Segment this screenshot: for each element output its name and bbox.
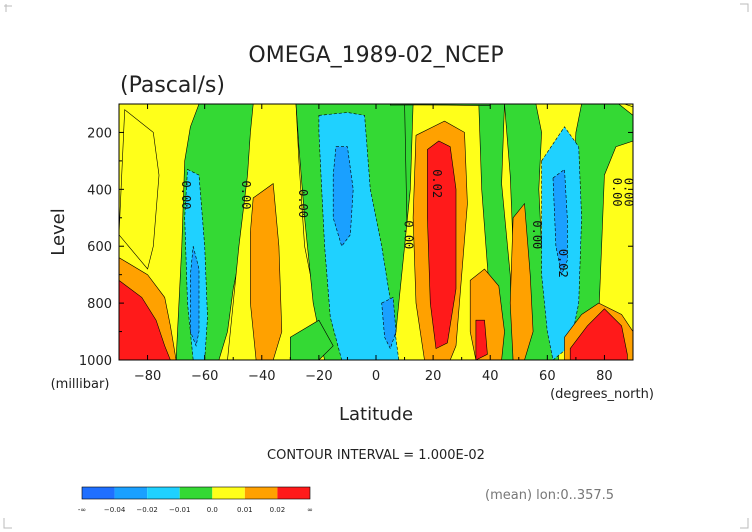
averaging-note: (mean) lon:0..357.5 [485,488,614,503]
x-tick-label: −60 [191,369,218,384]
colorbar-swatch [277,487,310,499]
x-axis: −80 −60 −40 −20 0 20 40 60 80 [118,104,634,384]
corner-mark [740,3,749,12]
x-tick-label: 20 [425,369,442,384]
y-axis-title: Level [48,208,69,256]
colorbar-label: −0.01 [169,506,190,514]
contour-region [427,140,457,350]
y-axis-units: (millibar) [51,377,110,392]
colorbar-label: 0.01 [237,506,253,514]
contour-region [250,183,283,360]
plot-area [119,104,633,360]
x-tick-label: 60 [539,369,556,384]
contour-region [569,308,628,360]
x-tick-label: 80 [596,369,613,384]
y-tick-label: 1000 [79,354,112,369]
corner-mark [4,4,12,12]
colorbar-border [81,486,311,500]
corner-mark [740,518,749,529]
colorbar-swatch [82,487,115,499]
contour-label: 0.00 [239,181,253,210]
colorbar-labels: -∞ −0.04 −0.02 −0.01 0.0 0.01 0.02 ∞ [78,506,313,514]
corner-mark [3,518,12,529]
colorbar-swatch [179,487,213,499]
y-axis: 200 400 600 800 1000 [79,103,633,369]
contour-region [289,319,334,360]
colorbar-label: -∞ [78,506,86,514]
contour-region [332,146,354,247]
colorbar-swatch [212,487,245,499]
colorbar-swatch [147,487,180,499]
colorbar-swatch [114,487,148,499]
contour-label: 0.02 [430,169,444,198]
x-axis-units: (degrees_north) [550,387,654,402]
colorbar-swatch [244,487,278,499]
contour-region [190,246,200,347]
x-tick-label: 0 [372,369,380,384]
contour-region [509,202,534,360]
x-tick-label: −80 [134,369,161,384]
x-tick-label: −40 [248,369,275,384]
y-tick-label: 600 [87,240,112,255]
contour-interval-note: CONTOUR INTERVAL = 1.000E-02 [267,448,485,463]
contour-region [381,296,397,350]
contour-region [475,319,488,360]
colorbar-label: ∞ [307,506,313,514]
contour-label: 0.00 [179,181,193,210]
contour-region [552,168,568,276]
chart-title: OMEGA_1989-02_NCEP [248,43,503,68]
colorbar-label: −0.04 [104,506,126,514]
y-tick-label: 800 [87,297,112,312]
y-tick-label: 400 [87,183,112,198]
contour-label: 0.00 [296,189,310,218]
contour-labels: 0.00 0.00 0.000.000.020.000.020.000.00 [179,169,636,278]
x-axis-title: Latitude [339,404,413,425]
colorbar [81,486,311,500]
x-tick-label: 40 [482,369,499,384]
contour-label: 0.00 [610,178,624,207]
colorbar-label: 0.0 [207,506,218,514]
x-tick-label: −20 [305,369,332,384]
colorbar-label: 0.02 [270,506,286,514]
contour-label: 0.02 [556,249,570,278]
contour-label: 0.00 [530,220,544,249]
contour-label: 0.00 [402,220,416,249]
colorbar-label: −0.02 [136,506,157,514]
contour-region [119,109,160,270]
chart-subtitle: (Pascal/s) [120,73,225,98]
contour-region [119,280,171,360]
y-tick-label: 200 [87,126,112,141]
contour-label: 0.00 [621,178,635,207]
